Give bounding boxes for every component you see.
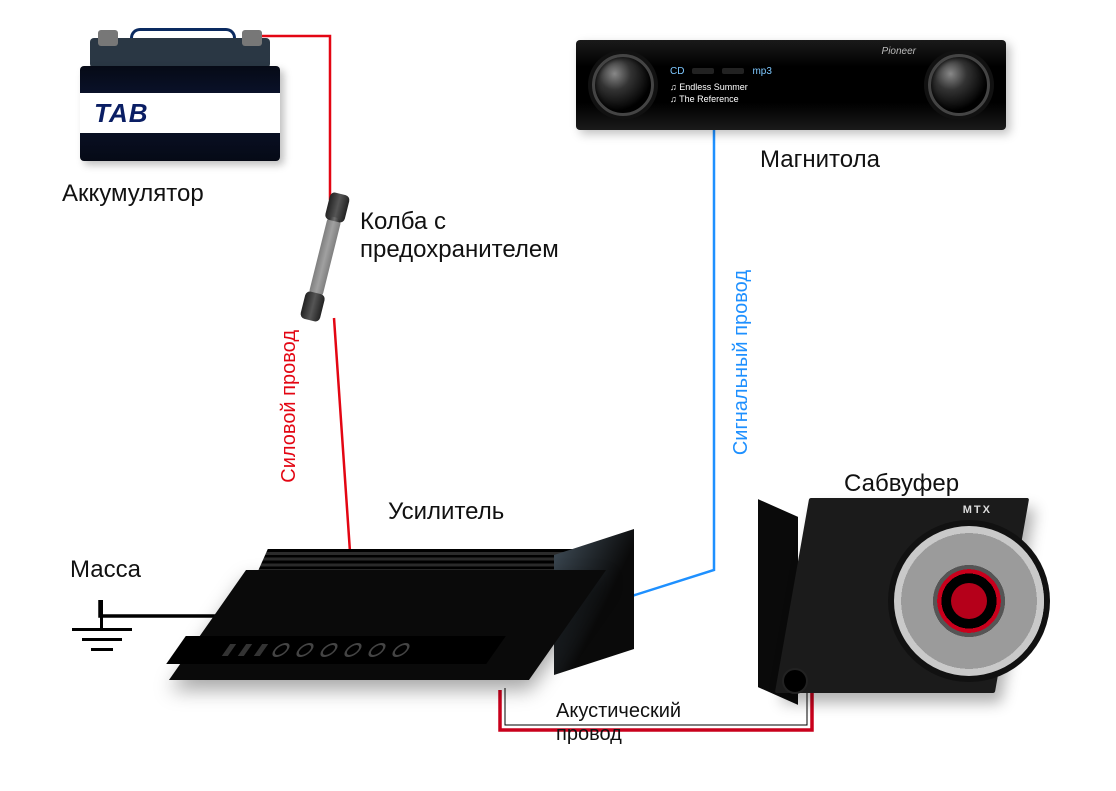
battery-brand: TAB [94, 98, 149, 129]
amplifier [246, 530, 606, 690]
label-headunit: Магнитола [760, 146, 880, 174]
label-power-wire: Силовой провод [278, 330, 301, 483]
label-amplifier: Усилитель [388, 498, 504, 526]
label-ground: Масса [70, 556, 141, 584]
display-cd: CD [670, 65, 684, 78]
head-unit: CD mp3 ♫ Endless Summer ♫ The Reference … [576, 40, 1006, 130]
tune-knob [928, 54, 990, 116]
speaker-cone [894, 526, 1044, 676]
volume-knob [592, 54, 654, 116]
label-subwoofer: Сабвуфер [844, 470, 959, 498]
battery: TAB [80, 38, 280, 163]
headunit-brand: Pioneer [882, 46, 916, 57]
headunit-display: CD mp3 ♫ Endless Summer ♫ The Reference [670, 65, 912, 105]
display-line-1: Endless Summer [679, 82, 748, 92]
label-signal-wire: Сигнальный провод [730, 270, 753, 455]
label-speaker-wire: Акустический провод [556, 700, 681, 746]
sub-port [782, 668, 808, 694]
diagram-stage: TAB CD mp3 ♫ Endless Summer ♫ The Refere… [0, 0, 1116, 791]
display-line-2: The Reference [679, 94, 739, 104]
subwoofer: MTX [792, 498, 1052, 708]
sub-brand: MTX [963, 504, 992, 516]
label-fuse: Колба с предохранителем [360, 208, 559, 264]
fuse-holder [297, 191, 354, 323]
display-mp3: mp3 [752, 65, 771, 78]
label-battery: Аккумулятор [62, 180, 204, 208]
